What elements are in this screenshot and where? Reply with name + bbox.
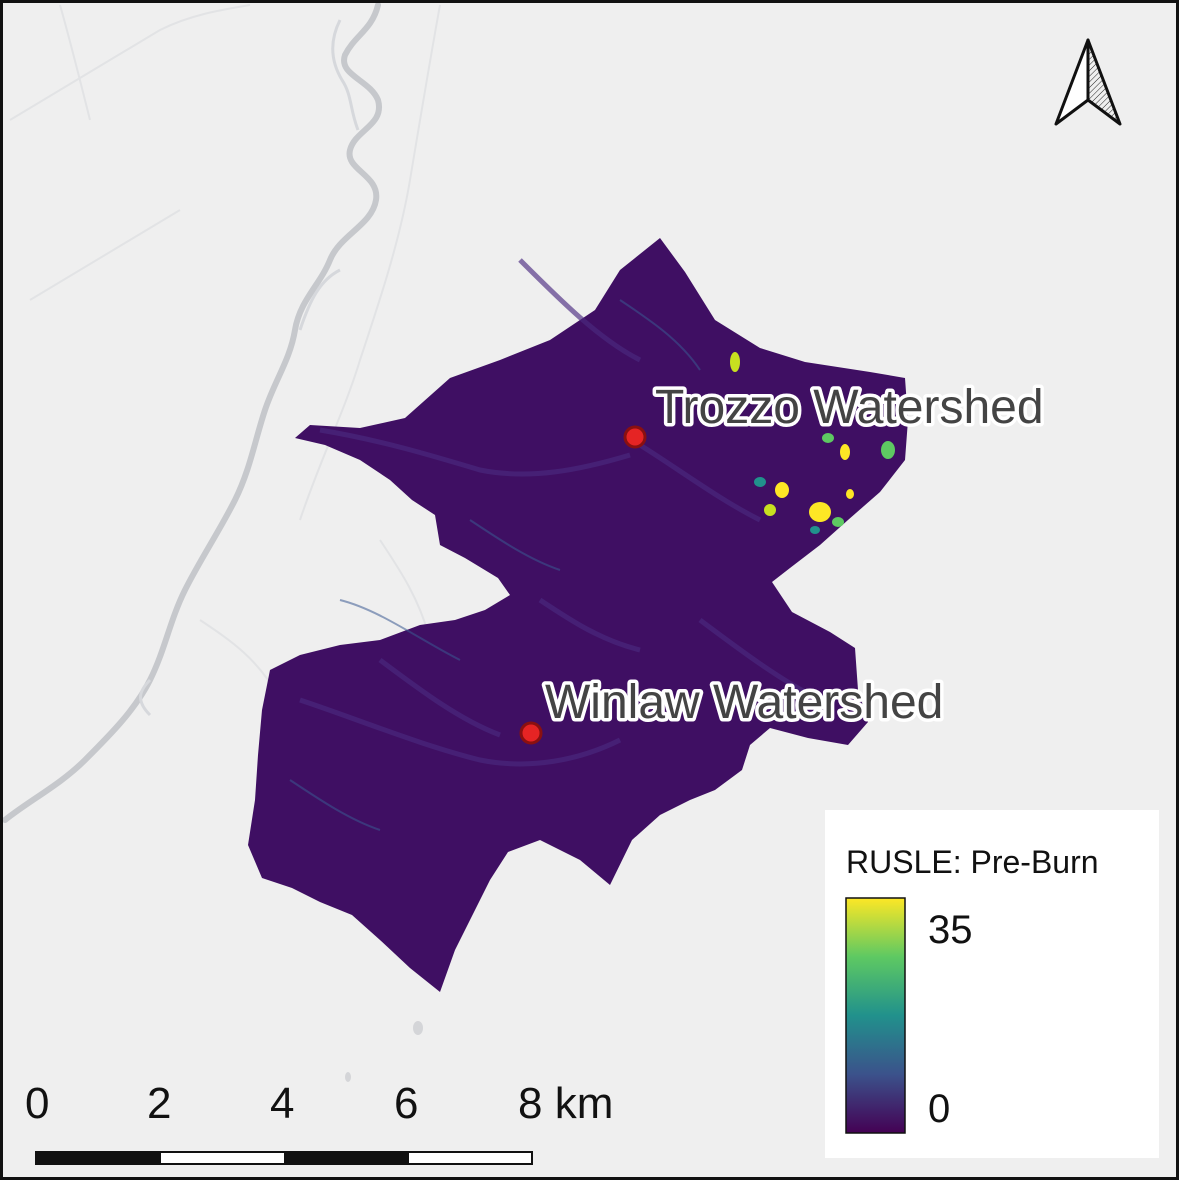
winlaw-marker[interactable]: [519, 721, 543, 745]
legend: RUSLE: Pre-Burn 35 0: [825, 810, 1159, 1158]
watershed-raster[interactable]: [248, 238, 908, 992]
legend-min: 0: [928, 1087, 950, 1131]
river: [2, 2, 383, 823]
scale-label-6: 6: [394, 1079, 418, 1128]
trozzo-label: Trozzo Watershed: [655, 381, 1044, 434]
scale-label-2: 2: [147, 1079, 171, 1128]
scale-label-8: 8 km: [518, 1079, 613, 1128]
high-erosion-patches: [730, 352, 895, 534]
raster-texture: [299, 258, 822, 767]
raster-texture-light: [289, 299, 701, 831]
island: [345, 1072, 351, 1082]
legend-colorbar: [845, 897, 906, 1134]
river-bank: [139, 19, 360, 717]
scale-label-0: 0: [25, 1079, 49, 1128]
scale-bar: 0 2 4 6 8 km: [25, 1079, 613, 1165]
winlaw-label: Winlaw Watershed: [545, 676, 943, 729]
legend-max: 35: [928, 908, 973, 952]
scale-label-4: 4: [270, 1079, 294, 1128]
island: [413, 1021, 423, 1035]
north-arrow-icon: [1054, 38, 1122, 126]
legend-title: RUSLE: Pre-Burn: [846, 844, 1099, 880]
trozzo-marker[interactable]: [623, 425, 647, 449]
